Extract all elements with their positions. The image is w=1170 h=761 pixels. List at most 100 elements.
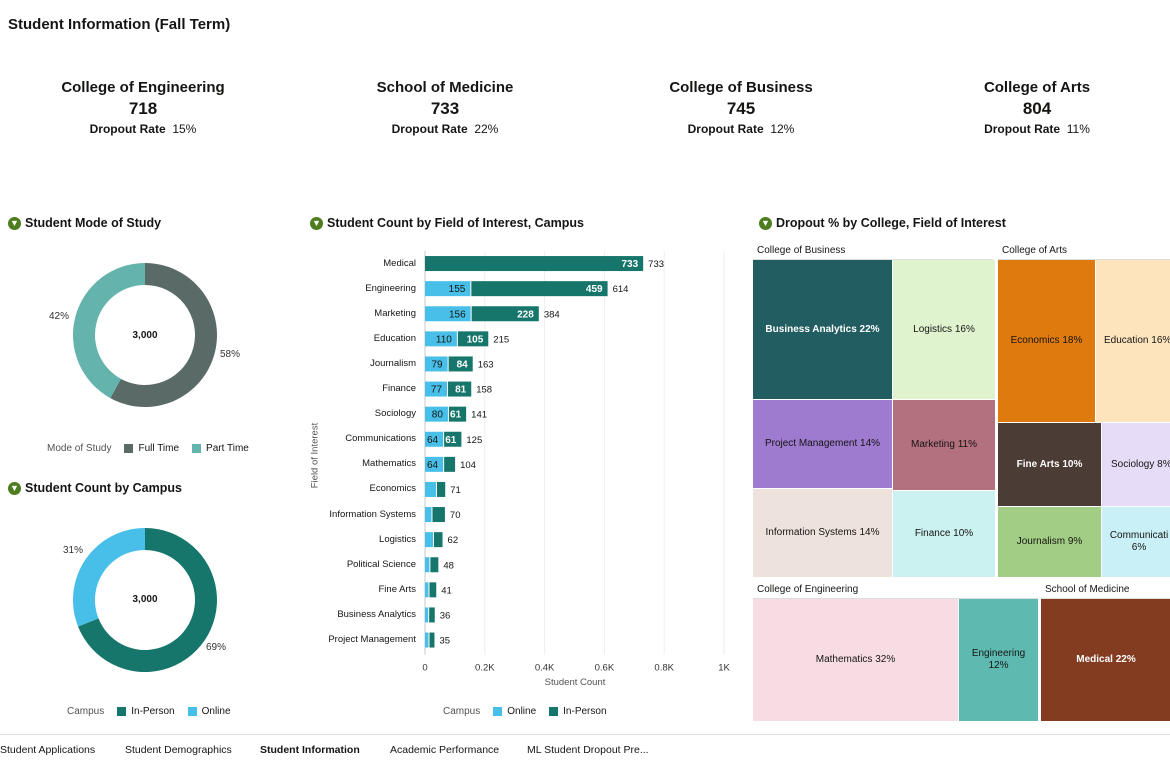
bar-in-person[interactable] <box>444 456 456 472</box>
tab-student-information[interactable]: Student Information <box>260 744 360 756</box>
bar-in-person[interactable] <box>425 256 644 272</box>
filter-icon[interactable]: ▼ <box>8 481 21 495</box>
bar-in-person[interactable] <box>429 607 435 623</box>
treemap-cell[interactable]: Economics 18% <box>998 260 1095 422</box>
tab-student-applications[interactable]: Student Applications <box>0 744 96 756</box>
bar-in-person[interactable] <box>471 306 539 322</box>
bar-total-label: 125 <box>466 435 482 446</box>
bar-online[interactable] <box>425 306 471 322</box>
bar-x-tick: 0 <box>422 663 427 674</box>
dropout-panel-title[interactable]: ▼ Dropout % by College, Field of Interes… <box>759 216 1006 230</box>
bar-online[interactable] <box>425 582 429 598</box>
mode-donut-chart <box>72 263 217 407</box>
donut-slice-full-time[interactable] <box>110 263 217 407</box>
campus-legend: Campus In-Person Online <box>67 706 239 717</box>
bar-in-person[interactable] <box>429 632 435 648</box>
bar-online[interactable] <box>425 557 430 573</box>
treemap-cell[interactable]: Communicati 6% <box>1102 507 1170 577</box>
treemap-cell[interactable]: Finance 10% <box>893 491 995 577</box>
treemap-cell[interactable]: Marketing 11% <box>893 400 995 490</box>
mode-panel-title[interactable]: ▼ Student Mode of Study <box>8 216 161 230</box>
legend-online[interactable]: Online <box>507 706 537 717</box>
bar-in-person[interactable] <box>448 356 473 372</box>
bar-total-label: 62 <box>448 535 459 546</box>
bar-segment-label: 61 <box>450 410 462 421</box>
campus-panel-title[interactable]: ▼ Student Count by Campus <box>8 481 182 495</box>
bar-in-person[interactable] <box>448 381 472 397</box>
bar-online[interactable] <box>425 456 444 472</box>
bar-online[interactable] <box>425 331 457 347</box>
field-bar-chart: 0 0.2K 0.4K 0.6K 0.8K 1K 733 733 155 459 614 156 228… <box>422 251 730 674</box>
mode-title-text: Student Mode of Study <box>25 216 162 230</box>
treemap-group-header: College of Business <box>753 243 993 260</box>
legend-in-person[interactable]: In-Person <box>563 706 607 717</box>
kpi-rate-label: Dropout Rate <box>687 122 764 136</box>
bar-online[interactable] <box>425 406 448 422</box>
bar-category-label: Marketing <box>374 307 416 319</box>
legend-full-time[interactable]: Full Time <box>138 443 180 454</box>
treemap-cell[interactable]: Medical 22% <box>1041 599 1170 721</box>
tab-student-demographics[interactable]: Student Demographics <box>125 744 232 756</box>
legend-part-time[interactable]: Part Time <box>206 443 249 454</box>
bar-x-tick: 0.4K <box>535 663 555 674</box>
treemap-group-header: School of Medicine <box>1041 582 1170 599</box>
kpi-rate-label: Dropout Rate <box>89 122 166 136</box>
tab-bar-divider <box>0 734 1170 735</box>
mode-pct-full: 58% <box>220 349 241 360</box>
legend-title: Mode of Study <box>47 443 112 454</box>
treemap-cell[interactable]: Information Systems 14% <box>753 489 892 577</box>
bar-in-person[interactable] <box>432 507 445 523</box>
kpi-rate-value: 12% <box>770 122 795 136</box>
tab-academic-performance[interactable]: Academic Performance <box>390 744 500 756</box>
treemap-cell[interactable]: Business Analytics 22% <box>753 260 892 399</box>
bar-category-label: Fine Arts <box>378 583 417 595</box>
field-panel-title[interactable]: ▼ Student Count by Field of Interest, Ca… <box>310 216 584 230</box>
bar-in-person[interactable] <box>436 481 446 497</box>
bar-in-person[interactable] <box>444 431 462 447</box>
bar-in-person[interactable] <box>433 532 443 548</box>
bar-category-label: Sociology <box>374 408 416 420</box>
bar-in-person[interactable] <box>429 582 437 598</box>
dropout-treemap: College of Business Business Analytics 2… <box>753 243 1170 721</box>
treemap-cell[interactable]: Fine Arts 10% <box>998 423 1101 506</box>
treemap-cell[interactable]: Sociology 8% <box>1102 423 1170 506</box>
bar-online[interactable] <box>425 481 436 497</box>
filter-icon[interactable]: ▼ <box>310 216 323 230</box>
bar-in-person[interactable] <box>448 406 467 422</box>
bar-in-person[interactable] <box>430 557 439 573</box>
filter-icon[interactable]: ▼ <box>8 216 21 230</box>
legend-online[interactable]: Online <box>201 706 231 717</box>
treemap-cell[interactable]: Logistics 16% <box>893 260 995 399</box>
bar-x-tick: 0.6K <box>595 663 615 674</box>
donut-slice-part-time[interactable] <box>72 263 145 399</box>
bar-x-axis-label: Student Count <box>544 677 606 688</box>
campus-donut-center: 3,000 <box>132 594 158 605</box>
filter-icon[interactable]: ▼ <box>759 216 772 230</box>
kpi-name: College of Business <box>669 79 813 96</box>
bar-online[interactable] <box>425 632 429 648</box>
bar-online[interactable] <box>425 607 429 623</box>
kpi-medicine: School of Medicine 733 Dropout Rate 22% <box>330 79 560 137</box>
bar-online[interactable] <box>425 281 471 297</box>
bar-online[interactable] <box>425 532 433 548</box>
kpi-name: College of Arts <box>983 79 1091 96</box>
bar-in-person[interactable] <box>471 281 608 297</box>
bar-category-label: Engineering <box>365 282 416 294</box>
treemap-group-header: College of Engineering <box>753 582 1038 599</box>
treemap-cell[interactable]: Education 16% <box>1096 260 1170 422</box>
bar-online[interactable] <box>425 356 448 372</box>
donut-slice-online[interactable] <box>73 528 145 627</box>
treemap-cell[interactable]: Mathematics 32% <box>753 599 958 721</box>
treemap-cell[interactable]: Journalism 9% <box>998 507 1101 577</box>
bar-in-person[interactable] <box>457 331 489 347</box>
legend-in-person[interactable]: In-Person <box>131 706 175 717</box>
donut-slice-in-person[interactable] <box>78 528 217 672</box>
bar-online[interactable] <box>425 381 448 397</box>
tab-ml-student-dropout[interactable]: ML Student Dropout Pre... <box>527 744 649 756</box>
bar-total-label: 104 <box>460 460 476 471</box>
bar-online[interactable] <box>425 507 432 523</box>
treemap-cell[interactable]: Engineering 12% <box>959 599 1038 721</box>
bar-online[interactable] <box>425 431 444 447</box>
bar-category-label: Logistics <box>379 533 416 545</box>
treemap-cell[interactable]: Project Management 14% <box>753 400 892 488</box>
